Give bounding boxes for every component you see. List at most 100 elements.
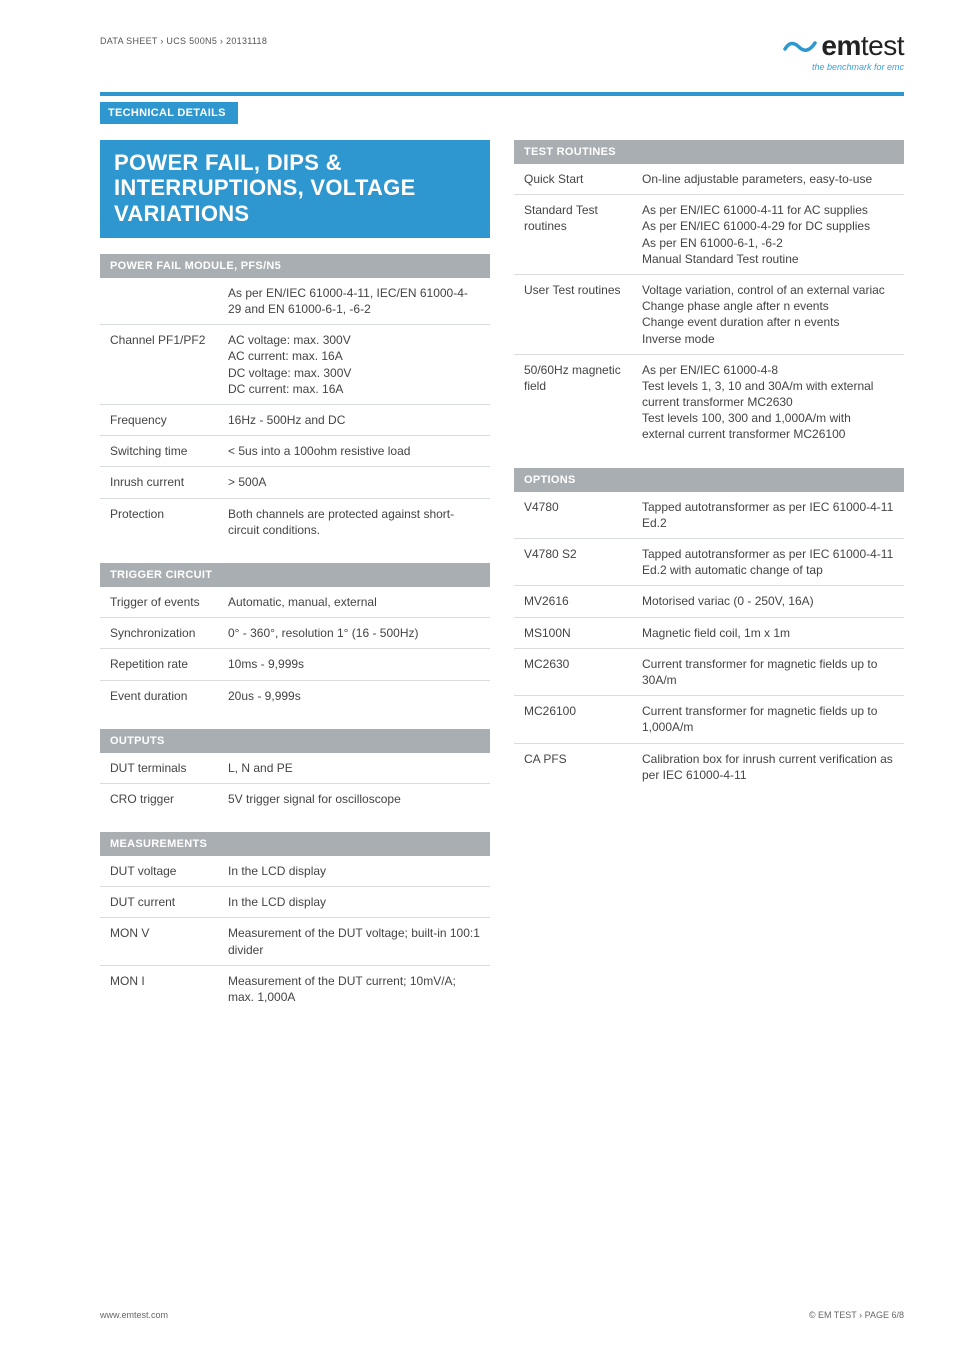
table-row: DUT voltageIn the LCD display: [100, 856, 490, 887]
row-key: Protection: [100, 498, 218, 545]
logo: emtest the benchmark for emc: [783, 30, 904, 72]
table-row: ProtectionBoth channels are protected ag…: [100, 498, 490, 545]
row-value: As per EN/IEC 61000-4-11, IEC/EN 61000-4…: [218, 278, 490, 325]
breadcrumb: DATA SHEET › UCS 500N5 › 20131118: [100, 36, 267, 46]
row-value: As per EN/IEC 61000-4-8 Test levels 1, 3…: [632, 354, 904, 449]
left-column: POWER FAIL, DIPS & INTERRUPTIONS, VOLTAG…: [100, 140, 490, 1030]
row-key: [100, 278, 218, 325]
row-value: On-line adjustable parameters, easy-to-u…: [632, 164, 904, 195]
row-key: Repetition rate: [100, 649, 218, 680]
row-key: User Test routines: [514, 274, 632, 354]
row-key: DUT terminals: [100, 753, 218, 784]
logo-text-test: test: [861, 30, 904, 61]
row-value: 10ms - 9,999s: [218, 649, 490, 680]
row-key: Quick Start: [514, 164, 632, 195]
table-row: MS100NMagnetic field coil, 1m x 1m: [514, 617, 904, 648]
table-row: Channel PF1/PF2AC voltage: max. 300V AC …: [100, 325, 490, 405]
table-row: MC26100Current transformer for magnetic …: [514, 696, 904, 743]
row-key: Synchronization: [100, 618, 218, 649]
row-key: 50/60Hz magnetic field: [514, 354, 632, 449]
row-key: MON I: [100, 965, 218, 1012]
page-title-block: POWER FAIL, DIPS & INTERRUPTIONS, VOLTAG…: [100, 140, 490, 238]
row-key: Event duration: [100, 680, 218, 711]
logo-swirl-icon: [783, 32, 817, 64]
table-row: MON VMeasurement of the DUT voltage; bui…: [100, 918, 490, 965]
table-row: Inrush current> 500A: [100, 467, 490, 498]
row-value: 20us - 9,999s: [218, 680, 490, 711]
table-row: MC2630Current transformer for magnetic f…: [514, 648, 904, 695]
row-value: Magnetic field coil, 1m x 1m: [632, 617, 904, 648]
row-value: Both channels are protected against shor…: [218, 498, 490, 545]
row-key: MS100N: [514, 617, 632, 648]
spec-table: TRIGGER CIRCUITTrigger of eventsAutomati…: [100, 563, 490, 711]
logo-text-em: em: [821, 30, 860, 61]
row-value: Calibration box for inrush current verif…: [632, 743, 904, 790]
table-row: Standard Test routinesAs per EN/IEC 6100…: [514, 195, 904, 275]
row-value: < 5us into a 100ohm resistive load: [218, 436, 490, 467]
row-value: Tapped autotransformer as per IEC 61000-…: [632, 539, 904, 586]
row-value: Current transformer for magnetic fields …: [632, 648, 904, 695]
table-header: TEST ROUTINES: [514, 140, 904, 164]
table-row: MON IMeasurement of the DUT current; 10m…: [100, 965, 490, 1012]
row-value: In the LCD display: [218, 887, 490, 918]
row-key: CRO trigger: [100, 783, 218, 814]
row-key: Standard Test routines: [514, 195, 632, 275]
table-row: As per EN/IEC 61000-4-11, IEC/EN 61000-4…: [100, 278, 490, 325]
table-row: Quick StartOn-line adjustable parameters…: [514, 164, 904, 195]
table-header: OPTIONS: [514, 468, 904, 492]
row-value: 5V trigger signal for oscilloscope: [218, 783, 490, 814]
table-header: OUTPUTS: [100, 729, 490, 753]
row-key: MC26100: [514, 696, 632, 743]
row-value: Measurement of the DUT voltage; built-in…: [218, 918, 490, 965]
row-key: V4780 S2: [514, 539, 632, 586]
section-divider: [100, 92, 904, 96]
row-key: Trigger of events: [100, 587, 218, 618]
row-key: MON V: [100, 918, 218, 965]
right-tables-container: TEST ROUTINESQuick StartOn-line adjustab…: [514, 140, 904, 790]
row-key: V4780: [514, 492, 632, 539]
table-row: DUT terminalsL, N and PE: [100, 753, 490, 784]
section-label: TECHNICAL DETAILS: [100, 102, 238, 124]
row-value: In the LCD display: [218, 856, 490, 887]
table-row: Frequency16Hz - 500Hz and DC: [100, 405, 490, 436]
table-row: MV2616Motorised variac (0 - 250V, 16A): [514, 586, 904, 617]
spec-table: OUTPUTSDUT terminalsL, N and PECRO trigg…: [100, 729, 490, 814]
footer-url: www.emtest.com: [100, 1310, 168, 1320]
row-key: DUT voltage: [100, 856, 218, 887]
page-title: POWER FAIL, DIPS & INTERRUPTIONS, VOLTAG…: [114, 150, 476, 226]
row-value: Motorised variac (0 - 250V, 16A): [632, 586, 904, 617]
row-value: Tapped autotransformer as per IEC 61000-…: [632, 492, 904, 539]
row-value: > 500A: [218, 467, 490, 498]
table-row: Synchronization0° - 360°, resolution 1° …: [100, 618, 490, 649]
row-value: 0° - 360°, resolution 1° (16 - 500Hz): [218, 618, 490, 649]
table-row: CA PFSCalibration box for inrush current…: [514, 743, 904, 790]
table-header: POWER FAIL MODULE, PFS/N5: [100, 254, 490, 278]
row-value: Current transformer for magnetic fields …: [632, 696, 904, 743]
table-row: V4780 S2Tapped autotransformer as per IE…: [514, 539, 904, 586]
row-value: As per EN/IEC 61000-4-11 for AC supplies…: [632, 195, 904, 275]
row-value: Automatic, manual, external: [218, 587, 490, 618]
footer-page: © EM TEST › PAGE 6/8: [809, 1310, 904, 1320]
row-value: Voltage variation, control of an externa…: [632, 274, 904, 354]
spec-table: TEST ROUTINESQuick StartOn-line adjustab…: [514, 140, 904, 450]
row-key: Frequency: [100, 405, 218, 436]
table-row: 50/60Hz magnetic fieldAs per EN/IEC 6100…: [514, 354, 904, 449]
row-key: Switching time: [100, 436, 218, 467]
table-row: V4780Tapped autotransformer as per IEC 6…: [514, 492, 904, 539]
left-tables-container: POWER FAIL MODULE, PFS/N5As per EN/IEC 6…: [100, 254, 490, 1012]
row-value: 16Hz - 500Hz and DC: [218, 405, 490, 436]
row-key: MV2616: [514, 586, 632, 617]
table-row: Repetition rate10ms - 9,999s: [100, 649, 490, 680]
table-header: TRIGGER CIRCUIT: [100, 563, 490, 587]
spec-table: POWER FAIL MODULE, PFS/N5As per EN/IEC 6…: [100, 254, 490, 545]
table-row: Trigger of eventsAutomatic, manual, exte…: [100, 587, 490, 618]
table-row: CRO trigger5V trigger signal for oscillo…: [100, 783, 490, 814]
table-row: DUT currentIn the LCD display: [100, 887, 490, 918]
table-row: Switching time< 5us into a 100ohm resist…: [100, 436, 490, 467]
spec-table: OPTIONSV4780Tapped autotransformer as pe…: [514, 468, 904, 790]
row-key: Inrush current: [100, 467, 218, 498]
row-key: MC2630: [514, 648, 632, 695]
row-value: Measurement of the DUT current; 10mV/A; …: [218, 965, 490, 1012]
row-key: CA PFS: [514, 743, 632, 790]
table-header: MEASUREMENTS: [100, 832, 490, 856]
